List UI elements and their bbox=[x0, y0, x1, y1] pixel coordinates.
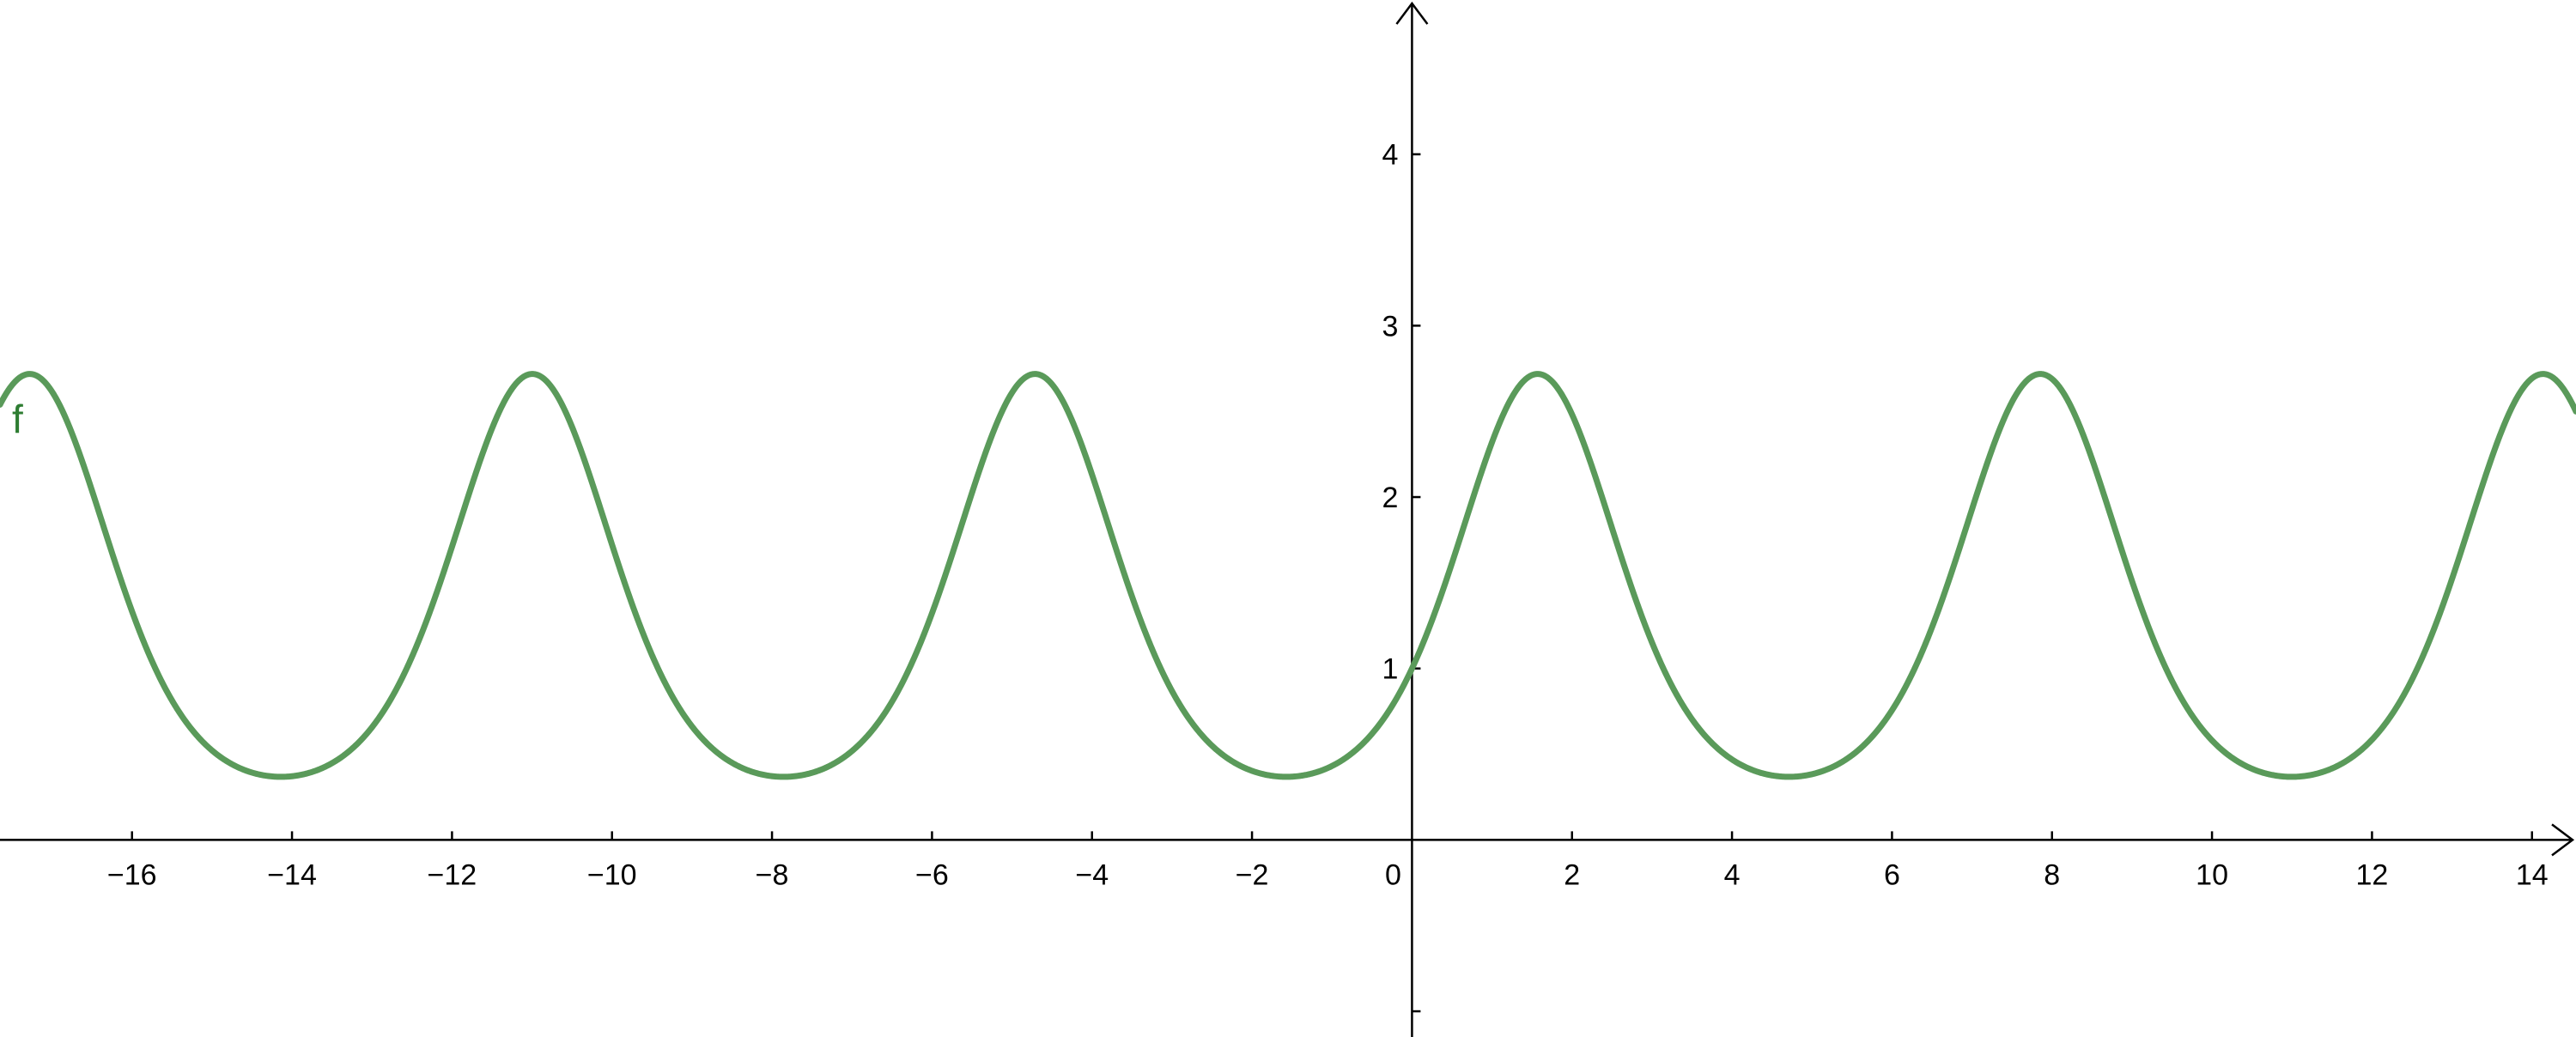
x-tick-label: 12 bbox=[2356, 858, 2389, 891]
x-axis-arrow bbox=[2551, 823, 2575, 857]
x-tick-label: 6 bbox=[1884, 858, 1900, 891]
series-line-f bbox=[0, 371, 2576, 780]
y-tick-label: 4 bbox=[1382, 139, 1398, 172]
y-axis-arrow bbox=[1395, 1, 1429, 25]
x-tick-label: −14 bbox=[267, 858, 317, 891]
x-tick-label: 0 bbox=[1385, 858, 1401, 891]
x-tick-label: 8 bbox=[2044, 858, 2060, 891]
x-tick-label: −6 bbox=[915, 858, 949, 891]
x-tick-label: 2 bbox=[1564, 858, 1580, 891]
x-tick-label: 4 bbox=[1724, 858, 1741, 891]
x-tick-label: −4 bbox=[1075, 858, 1109, 891]
tick-marks bbox=[131, 153, 2534, 1013]
x-tick-label: −12 bbox=[428, 858, 477, 891]
x-tick-label: −16 bbox=[107, 858, 157, 891]
x-tick-label: −2 bbox=[1236, 858, 1269, 891]
x-tick-label: 10 bbox=[2196, 858, 2228, 891]
x-tick-label: −8 bbox=[756, 858, 789, 891]
x-tick-label: −10 bbox=[587, 858, 637, 891]
y-tick-label: 3 bbox=[1382, 310, 1398, 343]
series-label-f: f bbox=[12, 397, 23, 441]
y-tick-label: 2 bbox=[1382, 482, 1398, 514]
y-tick-label: 1 bbox=[1382, 653, 1398, 686]
x-tick-label: 14 bbox=[2516, 858, 2549, 891]
